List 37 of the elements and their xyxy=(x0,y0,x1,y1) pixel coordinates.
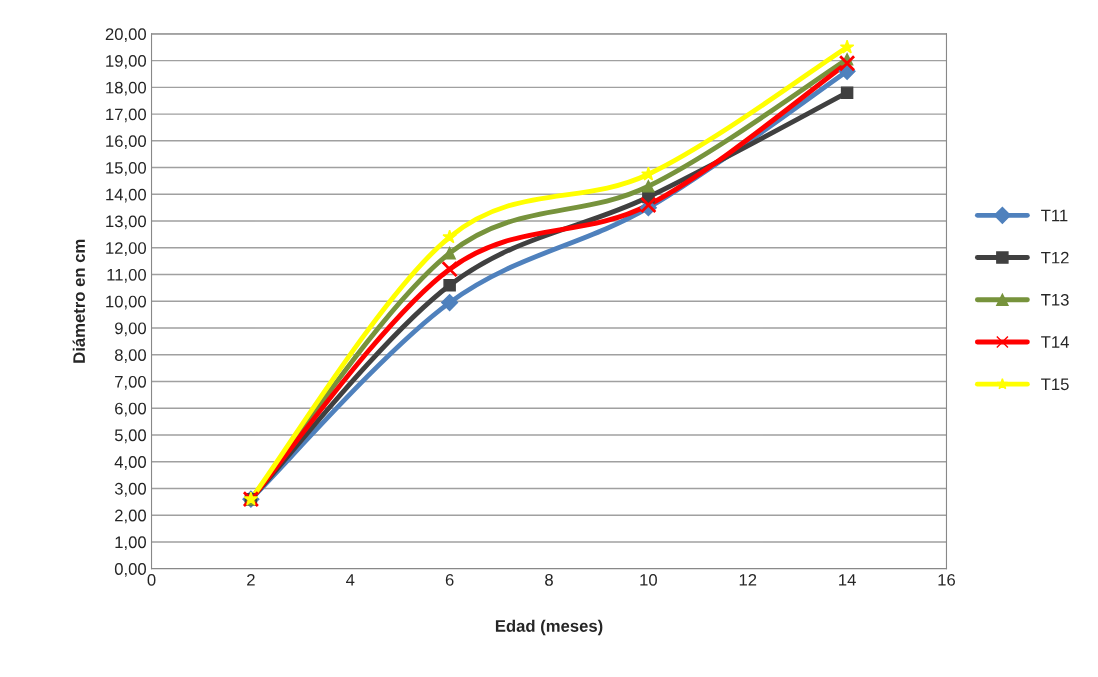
legend-label: T13 xyxy=(1041,293,1069,306)
x-tick-label: 6 xyxy=(445,573,454,586)
y-tick-label: 12,00 xyxy=(106,242,147,256)
y-tick-label: 8,00 xyxy=(114,349,147,363)
x-tick-label: 12 xyxy=(739,573,757,586)
x-tick-label: 8 xyxy=(545,573,553,586)
x-tick-label: 4 xyxy=(346,574,355,586)
y-tick-label: 2,00 xyxy=(115,509,147,524)
y-tick-label: 20,00 xyxy=(105,28,147,43)
y-tick-label: 17,00 xyxy=(106,108,147,123)
y-tick-label: 11,00 xyxy=(107,268,147,283)
y-tick-label: 16,00 xyxy=(106,135,147,149)
y-tick-label: 1,00 xyxy=(115,536,147,551)
x-axis-title: Edad (meses) xyxy=(495,619,603,636)
legend-label: T12 xyxy=(1041,251,1069,264)
x-tick-label: 14 xyxy=(839,574,856,586)
y-tick-label: 15,00 xyxy=(106,161,147,176)
y-tick-label: 5,00 xyxy=(114,429,147,444)
y-tick-label: 9,00 xyxy=(115,322,147,337)
x-tick-label: 10 xyxy=(640,573,657,586)
y-tick-label: 4,00 xyxy=(114,456,147,470)
legend-label: T14 xyxy=(1041,336,1069,348)
y-tick-label: 7,00 xyxy=(115,375,147,390)
y-tick-label: 13,00 xyxy=(106,215,147,230)
x-tick-label: 0 xyxy=(147,573,156,586)
y-tick-label: 10,00 xyxy=(106,295,147,310)
legend-label: T15 xyxy=(1041,378,1069,391)
y-axis-title: Diámetro en cm xyxy=(72,239,85,363)
x-tick-label: 2 xyxy=(247,573,255,586)
y-tick-label: 14,00 xyxy=(106,188,147,203)
y-tick-label: 0,00 xyxy=(114,563,147,577)
legend-label: T11 xyxy=(1041,209,1068,222)
y-tick-label: 19,00 xyxy=(106,54,147,69)
y-tick-label: 6,00 xyxy=(115,402,147,417)
y-tick-label: 18,00 xyxy=(106,81,147,96)
y-tick-label: 3,00 xyxy=(114,482,147,497)
x-tick-label: 16 xyxy=(938,573,956,586)
